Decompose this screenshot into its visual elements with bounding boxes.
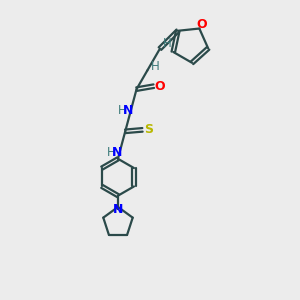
Text: H: H <box>163 37 172 50</box>
Text: H: H <box>118 104 127 117</box>
Text: O: O <box>196 18 207 31</box>
Text: H: H <box>151 61 160 74</box>
Text: N: N <box>112 146 122 159</box>
Text: N: N <box>113 203 123 216</box>
Text: H: H <box>107 146 116 159</box>
Text: N: N <box>123 104 134 117</box>
Text: O: O <box>154 80 165 93</box>
Text: S: S <box>144 123 153 136</box>
